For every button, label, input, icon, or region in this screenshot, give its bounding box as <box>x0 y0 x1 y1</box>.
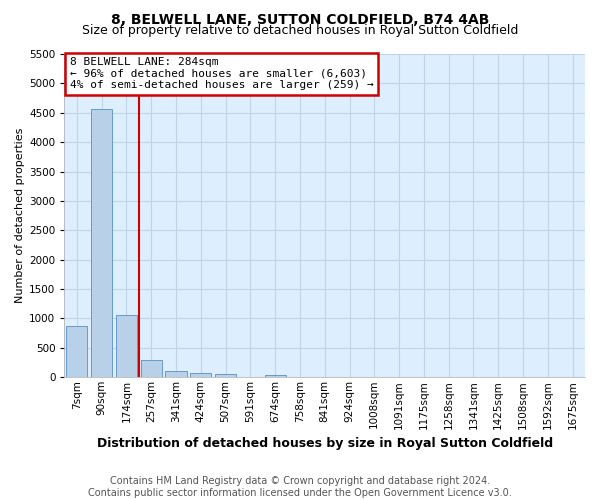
Text: Contains HM Land Registry data © Crown copyright and database right 2024.
Contai: Contains HM Land Registry data © Crown c… <box>88 476 512 498</box>
Bar <box>91 109 112 377</box>
Bar <box>116 315 137 377</box>
Bar <box>140 360 162 377</box>
Y-axis label: Number of detached properties: Number of detached properties <box>15 128 25 304</box>
Bar <box>67 326 88 377</box>
Text: Size of property relative to detached houses in Royal Sutton Coldfield: Size of property relative to detached ho… <box>82 24 518 37</box>
Text: 8, BELWELL LANE, SUTTON COLDFIELD, B74 4AB: 8, BELWELL LANE, SUTTON COLDFIELD, B74 4… <box>111 12 489 26</box>
X-axis label: Distribution of detached houses by size in Royal Sutton Coldfield: Distribution of detached houses by size … <box>97 437 553 450</box>
Text: 8 BELWELL LANE: 284sqm
← 96% of detached houses are smaller (6,603)
4% of semi-d: 8 BELWELL LANE: 284sqm ← 96% of detached… <box>70 57 373 90</box>
Bar <box>265 375 286 377</box>
Bar <box>166 372 187 377</box>
Bar <box>215 374 236 377</box>
Bar <box>190 373 211 377</box>
